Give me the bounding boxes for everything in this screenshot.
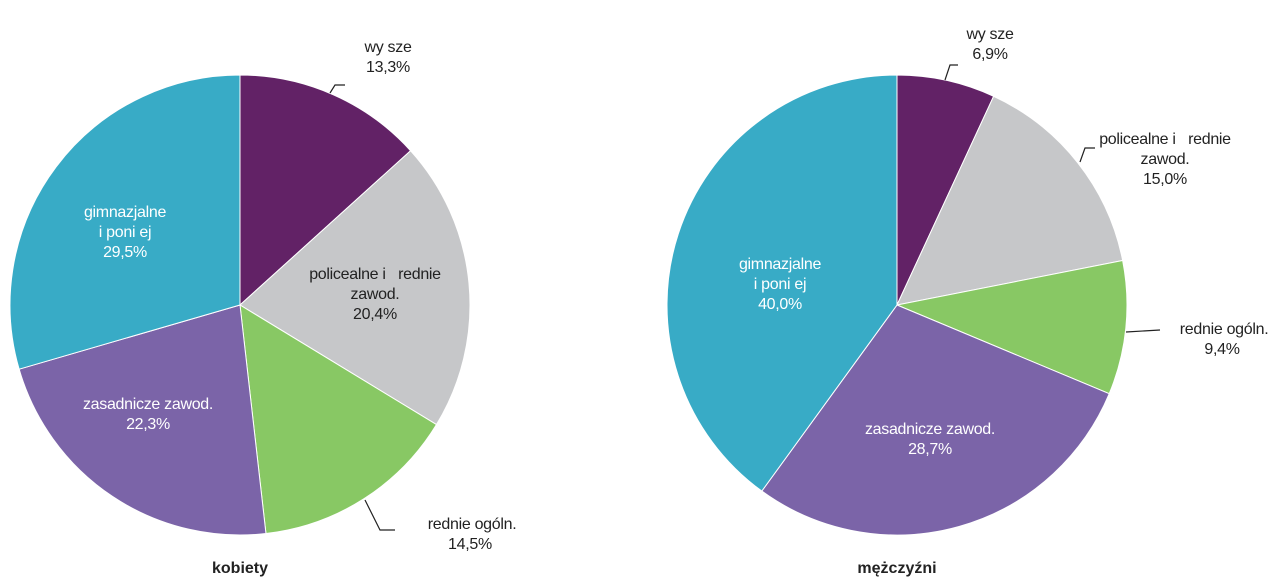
pie-slice: [9, 74, 241, 370]
category-label: wy sze: [364, 39, 412, 56]
slice-label: rednie ogóln. 14,5%: [424, 515, 517, 555]
value-label: 9,4%: [1204, 341, 1240, 358]
value-label: 20,4%: [353, 306, 397, 323]
value-label: 14,5%: [448, 536, 492, 553]
value-label: 40,0%: [758, 296, 802, 313]
leader-line: [329, 84, 345, 94]
leader-line: [944, 64, 958, 81]
slice-label: policealne i rednie zawod. 20,4%: [309, 265, 441, 325]
value-label: 22,3%: [126, 416, 170, 433]
slice-label: zasadnicze zawod. 22,3%: [83, 395, 213, 435]
value-label: 29,5%: [103, 244, 147, 261]
value-label: 6,9%: [972, 46, 1008, 63]
category-label: zasadnicze zawod.: [82, 396, 214, 413]
value-label: 13,3%: [366, 59, 410, 76]
slice-label: rednie ogóln. 9,4%: [1176, 320, 1269, 360]
pie-slice: [666, 74, 898, 492]
slice-label: zasadnicze zawod. 28,7%: [865, 420, 995, 460]
category-label: gimnazjalne i poni ej: [83, 204, 167, 241]
pie-slice: [896, 95, 1124, 306]
category-label: policealne i rednie zawod.: [1099, 131, 1231, 168]
chart-title: kobiety: [211, 560, 269, 577]
slice-label: gimnazjalne i poni ej 40,0%: [739, 255, 821, 315]
pie-slice: [239, 74, 412, 307]
slice-label: wy sze 13,3%: [364, 38, 411, 78]
leader-line: [1125, 329, 1161, 333]
leader-line: [1079, 147, 1095, 163]
category-label: rednie ogóln.: [1175, 321, 1269, 338]
category-label: wy sze: [966, 26, 1014, 43]
pie-slice: [239, 150, 471, 426]
value-label: 15,0%: [1143, 171, 1187, 188]
slice-label: policealne i rednie zawod. 15,0%: [1099, 130, 1231, 190]
category-label: rednie ogóln.: [423, 516, 517, 533]
pie-slice: [895, 259, 1128, 395]
leader-line: [364, 499, 395, 531]
category-label: policealne i rednie zawod.: [309, 266, 441, 303]
value-label: 28,7%: [908, 441, 952, 458]
pie-slice: [761, 304, 1110, 536]
pie-slice: [18, 304, 267, 536]
chart-title: mężczyźni: [857, 560, 937, 577]
slice-label: wy sze 6,9%: [966, 25, 1013, 65]
category-label: zasadnicze zawod.: [864, 421, 996, 438]
slice-label: gimnazjalne i poni ej 29,5%: [84, 203, 166, 263]
pie-slice: [239, 304, 438, 535]
category-label: gimnazjalne i poni ej: [738, 256, 822, 293]
